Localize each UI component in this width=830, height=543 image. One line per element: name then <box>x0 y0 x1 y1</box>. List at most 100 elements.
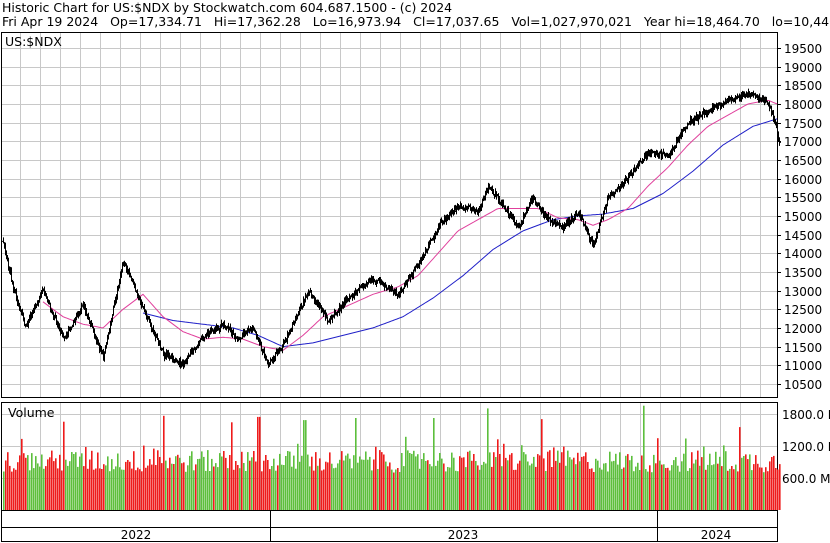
volume-bar <box>117 453 119 510</box>
time-axis: 2022 2023 2024 <box>121 510 731 542</box>
volume-bar <box>669 470 671 510</box>
volume-bar <box>247 452 249 510</box>
volume-bar <box>613 460 615 510</box>
volume-bar <box>13 468 15 510</box>
volume-bar <box>113 469 115 510</box>
volume-bar <box>513 469 515 510</box>
volume-bar <box>29 470 31 510</box>
volume-bar <box>47 459 49 510</box>
volume-bar <box>589 468 591 510</box>
volume-bar <box>343 460 345 510</box>
volume-bar <box>101 469 103 510</box>
volume-bar <box>327 462 329 510</box>
candle <box>400 286 403 294</box>
candle <box>37 299 40 307</box>
volume-bar <box>197 459 199 510</box>
volume-bar <box>317 465 319 510</box>
volume-bar <box>31 453 33 510</box>
volume-bar <box>541 419 543 510</box>
volume-bar <box>137 467 139 510</box>
volume-bar <box>477 465 479 510</box>
volume-bar <box>677 465 679 510</box>
volume-bar <box>689 468 691 510</box>
volume-bar <box>265 455 267 510</box>
volume-bar <box>639 470 641 510</box>
price-tick-label: 14500 <box>784 229 822 243</box>
volume-bar <box>497 439 499 510</box>
price-tick-label: 16500 <box>784 154 822 168</box>
volume-bar <box>99 468 101 510</box>
volume-bar <box>111 459 113 510</box>
volume-bar <box>673 460 675 510</box>
volume-bar <box>319 458 321 510</box>
symbol-label: US:$NDX <box>5 34 62 49</box>
price-tick-label: 18000 <box>784 98 822 112</box>
volume-bar <box>447 467 449 510</box>
volume-bar <box>657 438 659 510</box>
volume-bar <box>761 467 763 510</box>
volume-bar <box>139 469 141 510</box>
volume-bar <box>219 453 221 510</box>
volume-bar <box>3 471 5 510</box>
volume-bar <box>361 459 363 510</box>
volume-bar <box>147 465 149 510</box>
volume-bar <box>33 468 35 510</box>
time-axis-panel <box>1 510 778 542</box>
volume-bar <box>367 459 369 510</box>
volume-bar <box>323 469 325 510</box>
volume-bar <box>401 453 403 510</box>
volume-bar <box>567 450 569 510</box>
volume-bar <box>281 464 283 510</box>
volume-bar <box>305 420 307 510</box>
volume-bar <box>53 461 55 510</box>
volume-bar <box>351 468 353 510</box>
volume-bar <box>523 452 525 510</box>
volume-bar <box>699 465 701 510</box>
volume-bar <box>659 460 661 510</box>
volume-bar <box>635 466 637 510</box>
volume-bar <box>415 456 417 510</box>
volume-bar <box>441 458 443 510</box>
volume-bar <box>715 451 717 510</box>
volume-bar <box>665 468 667 510</box>
candle <box>547 212 550 223</box>
volume-bar <box>69 461 71 510</box>
volume-bar <box>207 450 209 510</box>
volume-bar <box>737 471 739 510</box>
volume-bar <box>181 463 183 510</box>
volume-bar <box>379 450 381 510</box>
volume-bar <box>189 455 191 510</box>
price-tick-label: 17000 <box>784 135 822 149</box>
volume-bar <box>731 466 733 510</box>
volume-bar <box>329 452 331 510</box>
volume-bar <box>495 457 497 510</box>
volume-bar <box>629 460 631 510</box>
volume-bar <box>485 463 487 510</box>
volume-bar <box>223 451 225 510</box>
volume-bar <box>339 459 341 510</box>
volume-bar <box>663 464 665 510</box>
volume-bar <box>651 472 653 510</box>
candle <box>296 315 299 320</box>
volume-bar <box>681 461 683 510</box>
volume-bar <box>269 469 271 510</box>
volume-bar <box>653 454 655 510</box>
volume-bar <box>81 453 83 510</box>
volume-bar <box>35 456 37 510</box>
volume-bar <box>217 467 219 510</box>
candle <box>134 283 137 292</box>
volume-bar <box>155 465 157 510</box>
volume-bar <box>71 452 73 510</box>
volume-bar <box>309 466 311 510</box>
volume-bar <box>41 454 43 510</box>
price-tick-label: 14000 <box>784 247 822 261</box>
volume-bar <box>59 454 61 510</box>
volume-bar <box>625 455 627 510</box>
volume-bar <box>273 458 275 510</box>
volume-bar <box>779 464 781 510</box>
volume-bar <box>187 465 189 510</box>
volume-bar <box>301 455 303 510</box>
volume-bar <box>547 451 549 510</box>
volume-bar <box>475 461 477 510</box>
chart-header-line-1: Historic Chart for US:$NDX by Stockwatch… <box>2 0 453 15</box>
